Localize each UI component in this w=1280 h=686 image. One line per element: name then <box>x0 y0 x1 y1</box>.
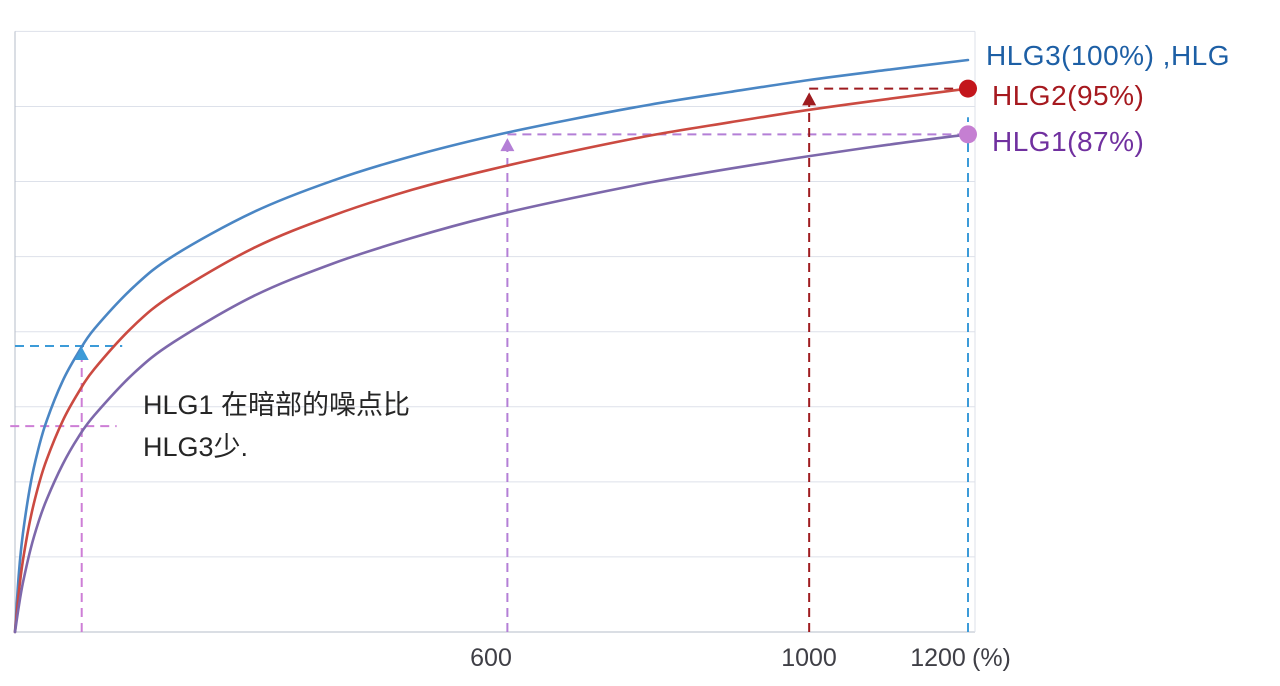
x-tick-1200: 1200 <box>910 644 966 672</box>
annotation-note: HLG1 在暗部的噪点比 HLG3少. <box>143 384 410 468</box>
series-label-hlg2: HLG2(95%) <box>992 80 1145 111</box>
annotation-note-line1: HLG1 在暗部的噪点比 <box>143 390 411 420</box>
annotation-note-line2: HLG3少. <box>143 432 249 462</box>
x-tick-1000: 1000 <box>781 644 837 672</box>
series-label-hlg1: HLG1(87%) <box>992 126 1145 157</box>
x-tick-600: 600 <box>470 644 512 672</box>
series-label-hlg3: HLG3(100%) ,HLG <box>986 40 1231 71</box>
x-axis-unit: (%) <box>972 644 1011 672</box>
